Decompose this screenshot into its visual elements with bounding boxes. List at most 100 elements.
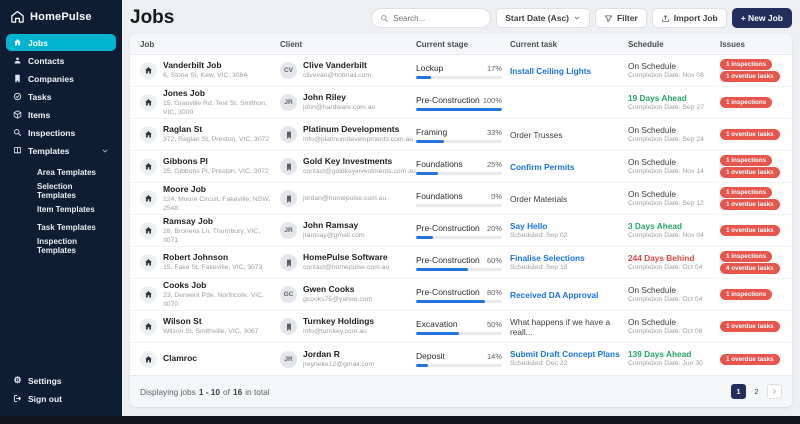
issue-badge[interactable]: 1 overdue tasks bbox=[720, 225, 780, 236]
job-name[interactable]: Jones Job bbox=[163, 87, 206, 98]
client-name[interactable]: Gold Key Investments bbox=[303, 156, 393, 167]
table-row[interactable]: Clamroc JR Jordan R jreyneke12@gmail.com… bbox=[130, 343, 792, 375]
table-row[interactable]: Jones Job 15, Granville Rd, Test St, Smi… bbox=[130, 87, 792, 119]
sidebar-item-item-templates[interactable]: Item Templates bbox=[37, 204, 95, 214]
client-name[interactable]: Turnkey Holdings bbox=[303, 316, 375, 327]
table-row[interactable]: Cooks Job 23, Derwent Pde, Northcote, VI… bbox=[130, 279, 792, 311]
avatar: JR bbox=[280, 94, 297, 111]
client-name[interactable]: Gwen Cooks bbox=[303, 284, 355, 295]
stage-percent: 80% bbox=[486, 287, 502, 297]
job-name[interactable]: Ramsay Job bbox=[163, 215, 214, 226]
sidebar-item-label: Inspections bbox=[28, 127, 76, 138]
column-header-current-stage[interactable]: Current stage bbox=[416, 39, 469, 49]
sidebar-item-selection-templates[interactable]: Selection Templates bbox=[37, 181, 76, 200]
current-task-link[interactable]: Finalise Selections bbox=[510, 252, 585, 263]
client-name[interactable]: Clive Vanderbilt bbox=[303, 60, 367, 71]
check-circle-icon bbox=[13, 92, 22, 101]
job-name[interactable]: Gibbons Pl bbox=[163, 156, 208, 167]
search-icon bbox=[380, 14, 389, 23]
client-email: john@hardware.com.au bbox=[303, 104, 376, 112]
issue-badge[interactable]: 1 inspections bbox=[720, 59, 773, 70]
issue-badge[interactable]: 1 overdue tasks bbox=[720, 199, 780, 210]
new-job-button[interactable]: + New Job bbox=[731, 8, 792, 28]
current-task-link[interactable]: Confirm Permits bbox=[510, 161, 575, 172]
sidebar-item-companies[interactable]: Companies bbox=[6, 70, 116, 87]
job-name[interactable]: Clamroc bbox=[163, 353, 198, 364]
magnifier-icon bbox=[13, 128, 22, 137]
issue-badge[interactable]: 1 overdue tasks bbox=[720, 353, 780, 365]
table-row[interactable]: Moore Job 124, Moore Circuit, Fakeville,… bbox=[130, 183, 792, 215]
sort-select[interactable]: Start Date (Asc) bbox=[496, 8, 591, 28]
issue-badge[interactable]: 1 overdue tasks bbox=[720, 321, 780, 332]
house-icon bbox=[140, 318, 157, 335]
job-name[interactable]: Robert Johnson bbox=[163, 252, 229, 263]
sidebar-item-contacts[interactable]: Contacts bbox=[6, 52, 116, 69]
search-input[interactable] bbox=[393, 13, 483, 23]
issue-badge[interactable]: 1 overdue tasks bbox=[720, 71, 780, 82]
column-header-schedule[interactable]: Schedule bbox=[628, 39, 664, 49]
job-address: 372, Raglan St, Preston, VIC, 3072 bbox=[163, 136, 270, 144]
sidebar-item-task-templates[interactable]: Task Templates bbox=[37, 223, 96, 233]
client-email: gcooks75@yahoo.com bbox=[303, 296, 373, 304]
client-name[interactable]: Jordan R bbox=[303, 348, 340, 359]
sidebar-item-sign-out[interactable]: Sign out bbox=[6, 390, 116, 407]
table-row[interactable]: Raglan St 372, Raglan St, Preston, VIC, … bbox=[130, 119, 792, 151]
issue-badge[interactable]: 1 inspections bbox=[720, 155, 773, 166]
column-header-issues[interactable]: Issues bbox=[720, 39, 745, 49]
job-name[interactable]: Wilson St bbox=[163, 316, 202, 327]
current-task: Order Materials bbox=[510, 193, 568, 204]
job-name[interactable]: Raglan St bbox=[163, 124, 203, 135]
stage-name: Lockup bbox=[416, 62, 444, 73]
client-name[interactable]: John Ramsay bbox=[303, 220, 359, 231]
table-row[interactable]: Ramsay Job 28, Bronens Ln, Thornbury, VI… bbox=[130, 215, 792, 247]
issue-badge[interactable]: 1 inspections bbox=[720, 251, 773, 262]
house-icon bbox=[140, 62, 157, 79]
sidebar-item-items[interactable]: Items bbox=[6, 106, 116, 123]
sidebar-item-area-templates[interactable]: Area Templates bbox=[37, 167, 96, 177]
client-name[interactable]: John Riley bbox=[303, 92, 346, 103]
job-address: 28, Bronens Ln, Thornbury, VIC, 3071 bbox=[163, 227, 261, 245]
progress-bar bbox=[416, 107, 502, 111]
filter-button[interactable]: Filter bbox=[595, 8, 647, 28]
sidebar-item-inspection-templates[interactable]: Inspection Templates bbox=[37, 237, 78, 256]
sidebar-item-inspections[interactable]: Inspections bbox=[6, 124, 116, 141]
issue-badge[interactable]: 1 inspections bbox=[720, 289, 773, 300]
next-page-button[interactable] bbox=[767, 384, 782, 399]
current-task: What happens if we have a reall... bbox=[510, 316, 611, 337]
job-name[interactable]: Cooks Job bbox=[163, 279, 207, 290]
sidebar-item-tasks[interactable]: Tasks bbox=[6, 88, 116, 105]
issue-badge[interactable]: 1 inspections bbox=[720, 97, 773, 108]
column-header-client[interactable]: Client bbox=[280, 39, 303, 49]
issue-badge[interactable]: 1 overdue tasks bbox=[720, 129, 780, 140]
current-task-link[interactable]: Received DA Approval bbox=[510, 289, 599, 300]
sidebar-item-templates[interactable]: Templates bbox=[6, 142, 116, 159]
sidebar-item-settings[interactable]: ⚙ Settings bbox=[6, 372, 116, 389]
sidebar-item-label: Templates bbox=[28, 145, 70, 156]
page-button-2[interactable]: 2 bbox=[754, 387, 759, 396]
import-job-button[interactable]: Import Job bbox=[651, 8, 727, 28]
client-name[interactable]: Platinum Developments bbox=[303, 124, 400, 135]
current-task-link[interactable]: Submit Draft Concept Plans bbox=[510, 349, 620, 360]
sidebar-item-jobs[interactable]: Jobs bbox=[6, 34, 116, 51]
job-name[interactable]: Vanderbilt Job bbox=[163, 60, 222, 71]
issue-badge[interactable]: 1 overdue tasks bbox=[720, 167, 780, 178]
company-avatar bbox=[280, 254, 297, 271]
page-button-1[interactable]: 1 bbox=[731, 384, 746, 399]
house-icon bbox=[140, 221, 157, 239]
column-header-job[interactable]: Job bbox=[140, 39, 155, 49]
issue-badge[interactable]: 1 inspections bbox=[720, 187, 773, 198]
issue-badge[interactable]: 4 overdue tasks bbox=[720, 263, 780, 274]
search-box[interactable] bbox=[371, 8, 492, 28]
job-name[interactable]: Moore Job bbox=[163, 183, 206, 194]
table-row[interactable]: Robert Johnson 15, Fake St, Fakeville, V… bbox=[130, 247, 792, 279]
current-task-link[interactable]: Install Ceiling Lights bbox=[510, 65, 592, 76]
table-row[interactable]: Vanderbilt Job 6, Stone St, Kew, VIC, 30… bbox=[130, 55, 792, 87]
column-header-current-task[interactable]: Current task bbox=[510, 39, 558, 49]
current-task-link[interactable]: Say Hello bbox=[510, 220, 548, 231]
client-name[interactable]: HomePulse Software bbox=[303, 252, 388, 263]
table-row[interactable]: Wilson St Wilson St, Smithville, VIC, 30… bbox=[130, 311, 792, 343]
table-row[interactable]: Gibbons Pl 35, Gibbons Pl, Preston, VIC,… bbox=[130, 151, 792, 183]
stage-name: Pre-Construction bbox=[416, 254, 480, 265]
progress-bar bbox=[416, 139, 502, 143]
schedule-detail: Completion Date: Oct 04 bbox=[628, 295, 703, 303]
